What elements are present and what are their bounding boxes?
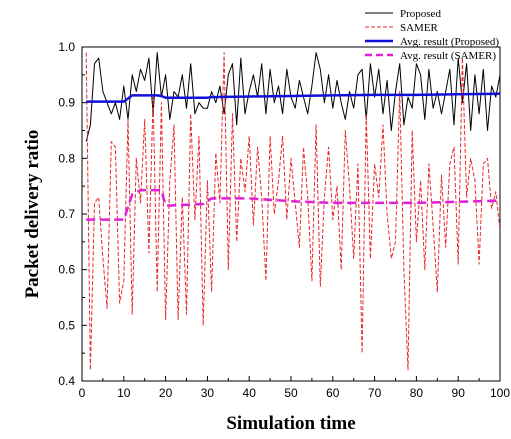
y-axis-title: Packet delivery ratio <box>22 130 43 299</box>
legend-label: Avg. result (SAMER) <box>400 50 496 62</box>
x-tick-label: 10 <box>117 386 131 400</box>
x-tick-label: 90 <box>452 386 466 400</box>
legend-label: Avg. result (Proposed) <box>400 36 499 48</box>
y-tick-label: 0.8 <box>58 151 75 165</box>
x-tick-label: 80 <box>410 386 424 400</box>
x-tick-label: 0 <box>79 386 86 400</box>
x-tick-label: 70 <box>368 386 382 400</box>
legend-label: Proposed <box>400 8 441 20</box>
x-tick-label: 20 <box>159 386 173 400</box>
y-tick-label: 0.6 <box>58 263 75 277</box>
series-layer <box>85 52 501 371</box>
series-line-3 <box>86 188 501 221</box>
x-tick-label: 40 <box>243 386 257 400</box>
series-line-0 <box>85 52 501 142</box>
legend: Proposed SAMER Avg. result (Proposed) Avg. … <box>365 8 499 62</box>
series-line-1 <box>85 52 501 371</box>
x-tick-label: 60 <box>326 386 340 400</box>
y-tick-label: 0.7 <box>58 207 75 221</box>
y-tick-label: 1.0 <box>58 40 75 54</box>
x-tick-label: 100 <box>490 386 510 400</box>
series-line-2 <box>86 92 501 103</box>
y-tick-label: 0.9 <box>58 96 75 110</box>
legend-label: SAMER <box>400 22 439 34</box>
y-tick-label: 0.5 <box>58 318 75 332</box>
x-axis-title: Simulation time <box>226 413 355 434</box>
x-axis-ticks: 0 10 20 30 40 50 60 70 80 90 100 <box>79 376 510 400</box>
y-tick-label: 0.4 <box>58 374 75 388</box>
x-tick-label: 50 <box>284 386 298 400</box>
x-tick-label: 30 <box>201 386 215 400</box>
y-axis-ticks: 0.4 0.5 0.6 0.7 0.8 0.9 1.0 <box>58 40 87 388</box>
